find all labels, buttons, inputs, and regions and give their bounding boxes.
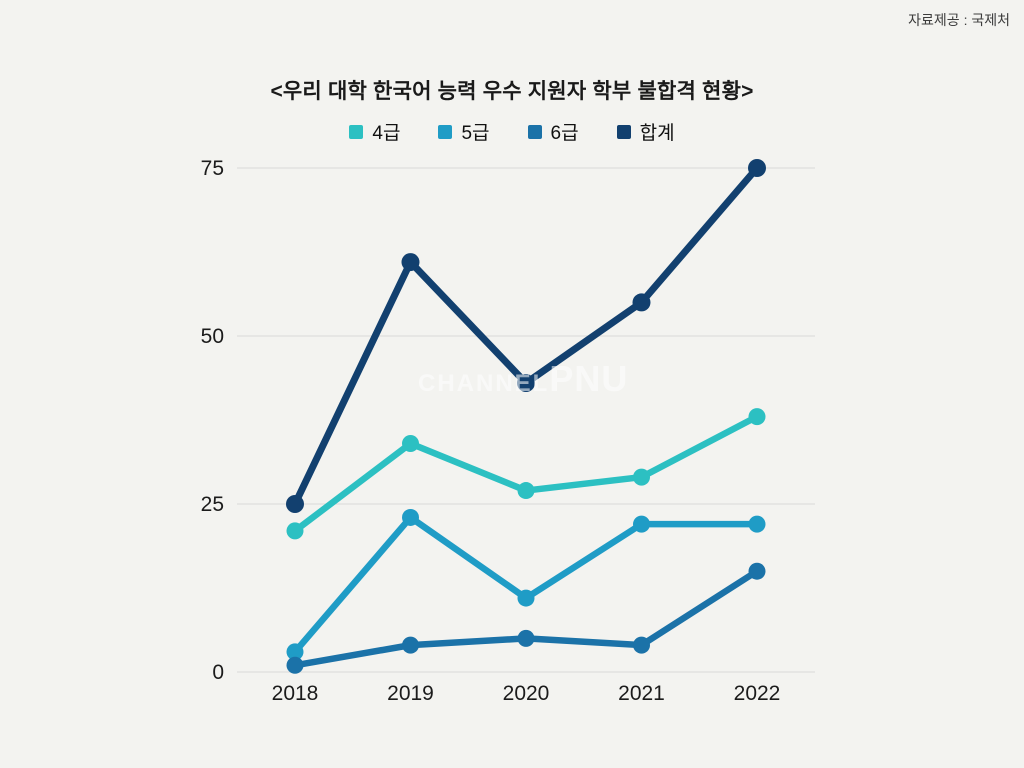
y-axis-label-50: 50	[201, 325, 224, 348]
x-axis-label-2021: 2021	[618, 682, 665, 705]
x-axis-label-2018: 2018	[272, 682, 319, 705]
legend-label-4급: 4급	[372, 123, 401, 144]
y-axis-label-75: 75	[201, 157, 224, 180]
data-point-5급-2021	[633, 515, 650, 533]
data-point-합계-2018	[286, 495, 304, 513]
data-point-4급-2020	[517, 482, 535, 500]
legend-item-6급: 6급	[527, 118, 579, 145]
legend-swatch-합계	[616, 124, 631, 139]
chart-title: <우리 대학 한국어 능력 우수 지원자 학부 불합격 현황>	[270, 80, 754, 103]
legend-item-합계: 합계	[616, 118, 675, 145]
data-point-6급-2021	[633, 636, 650, 654]
y-axis-label-25: 25	[201, 493, 224, 516]
series-line-6급	[291, 567, 761, 669]
data-point-4급-2018	[286, 522, 304, 540]
data-point-6급-2022	[748, 562, 766, 580]
data-point-5급-2019	[402, 508, 419, 526]
data-point-4급-2019	[402, 435, 419, 453]
legend-swatch-6급	[527, 124, 542, 139]
chart-legend: 4급 5급 6급 합계	[0, 118, 1024, 145]
data-point-4급-2022	[748, 408, 766, 426]
legend-label-5급: 5급	[461, 123, 490, 144]
x-axis-label-2022: 2022	[734, 682, 781, 705]
data-point-합계-2020	[517, 374, 535, 393]
data-point-5급-2018	[286, 643, 304, 661]
legend-item-4급: 4급	[349, 118, 400, 145]
data-point-5급-2020	[517, 589, 535, 607]
legend-swatch-5급	[438, 124, 453, 139]
data-point-6급-2020	[517, 629, 535, 647]
legend-swatch-4급	[349, 124, 364, 139]
data-point-5급-2022	[748, 515, 766, 533]
series-line-4급	[291, 413, 761, 535]
data-point-합계-2019	[401, 253, 420, 272]
data-point-6급-2019	[402, 636, 419, 654]
x-axis-label-2020: 2020	[503, 682, 550, 705]
x-axis-label-2019: 2019	[387, 682, 434, 705]
data-point-4급-2021	[633, 468, 650, 486]
data-point-합계-2021	[632, 293, 651, 312]
legend-label-6급: 6급	[550, 123, 579, 144]
data-point-6급-2018	[286, 656, 304, 674]
source-credit: 자료제공 : 국제처	[908, 12, 1010, 28]
legend-label-합계: 합계	[639, 123, 675, 144]
legend-item-5급: 5급	[438, 118, 490, 145]
data-point-합계-2022	[748, 159, 766, 177]
y-axis-label-0: 0	[212, 661, 224, 684]
